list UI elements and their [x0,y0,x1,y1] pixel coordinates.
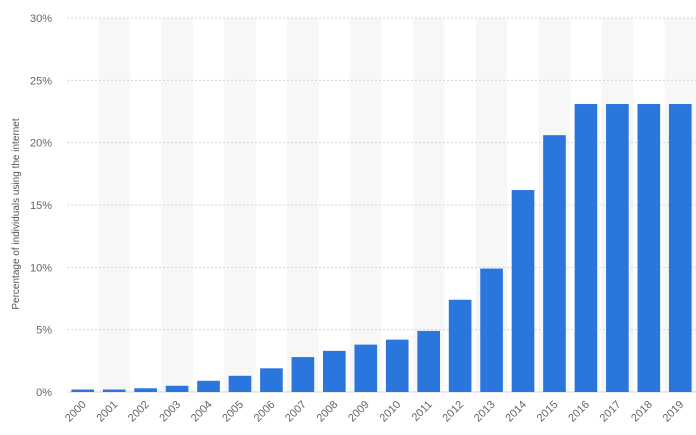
x-tick-label: 2016 [566,399,592,425]
bar-2015[interactable] [543,135,566,393]
x-tick-label: 2011 [410,399,435,424]
y-tick-label: 20% [30,138,52,150]
x-tick-label: 2019 [661,399,687,425]
bar-series [71,104,692,393]
bar-2018[interactable] [637,104,661,393]
bar-2007[interactable] [291,357,315,392]
y-tick-label: 0% [36,387,52,399]
bar-2014[interactable] [511,190,535,392]
x-tick-label: 2009 [346,399,372,425]
y-axis-ticks: 0% 5% 10% 15% 20% 25% 30% [30,13,52,399]
bar-2016[interactable] [574,104,598,393]
y-axis-title: Percentage of individuals using the inte… [11,118,22,309]
bar-2004[interactable] [197,380,220,392]
x-tick-label: 2001 [94,399,120,425]
x-tick-label: 2015 [535,399,561,425]
y-tick-label: 10% [30,262,52,274]
x-tick-label: 2017 [598,399,624,425]
x-tick-label: 2010 [378,399,404,425]
bar-2002[interactable] [134,388,157,392]
bar-2000[interactable] [71,389,95,392]
bar-2011[interactable] [417,330,440,392]
y-tick-label: 30% [30,13,52,25]
bar-2010[interactable] [385,339,409,392]
bar-2008[interactable] [323,350,346,392]
x-axis-ticks: 2000 2001 2002 2003 2004 2005 2006 2007 2008 2009… [63,399,686,425]
x-tick-label: 2018 [629,399,655,425]
bar-2003[interactable] [165,385,189,392]
x-tick-label: 2000 [63,399,89,425]
bar-2013[interactable] [480,268,503,392]
x-tick-label: 2003 [157,399,183,425]
x-tick-label: 2007 [283,399,309,425]
y-tick-label: 5% [36,325,52,337]
x-tick-label: 2012 [440,399,466,425]
bar-2012[interactable] [448,299,472,392]
x-tick-label: 2005 [220,399,246,425]
bar-2006[interactable] [260,368,283,392]
bar-2019[interactable] [668,104,692,393]
bar-2001[interactable] [102,389,126,392]
y-tick-label: 15% [30,200,52,212]
x-tick-label: 2004 [189,399,215,425]
x-tick-label: 2002 [126,399,152,425]
x-tick-label: 2006 [252,399,278,425]
bar-2005[interactable] [228,375,252,392]
bar-2017[interactable] [606,104,629,393]
x-tick-label: 2008 [315,399,341,425]
x-tick-label: 2014 [503,399,529,425]
y-tick-label: 25% [30,75,52,87]
bar-2009[interactable] [354,344,378,392]
x-tick-label: 2013 [472,399,498,425]
